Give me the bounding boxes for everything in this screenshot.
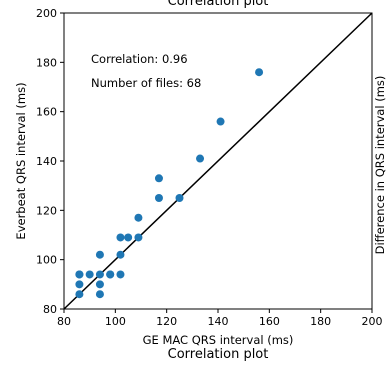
- data-point: [134, 233, 143, 242]
- x-tick-label: 120: [156, 315, 177, 328]
- data-point: [75, 280, 84, 289]
- data-point: [116, 270, 125, 279]
- chart-title: Correlation plot: [168, 347, 269, 362]
- data-point: [95, 280, 104, 289]
- chart-title-top: Correlation plot: [168, 0, 269, 9]
- right-panel-y-label: Difference in QRS interval (ms): [373, 76, 387, 255]
- data-point: [175, 194, 184, 202]
- x-tick-label: 200: [362, 315, 383, 328]
- data-point: [75, 290, 84, 299]
- data-point: [196, 154, 205, 163]
- data-point: [95, 290, 104, 299]
- data-point: [75, 270, 84, 279]
- y-axis-label: Everbeat QRS interval (ms): [14, 82, 28, 239]
- y-tick-label: 100: [36, 254, 57, 267]
- y-tick-label: 160: [36, 106, 57, 119]
- identity-line-layer: [63, 12, 373, 310]
- y-tick-label: 80: [43, 303, 57, 316]
- x-axis-ticks: 80 100 120 140 160 180 200: [57, 309, 383, 328]
- x-tick-label: 180: [310, 315, 331, 328]
- data-point: [124, 233, 133, 242]
- data-point: [116, 233, 125, 242]
- data-point: [154, 174, 163, 183]
- y-tick-label: 120: [36, 204, 57, 217]
- x-tick-label: 80: [57, 315, 71, 328]
- x-axis-label: GE MAC QRS interval (ms): [143, 333, 294, 347]
- y-tick-label: 180: [36, 56, 57, 69]
- correlation-annotation: Correlation: 0.96: [91, 52, 188, 66]
- data-point: [134, 213, 143, 222]
- y-tick-label: 140: [36, 155, 57, 168]
- x-tick-label: 100: [105, 315, 126, 328]
- data-point: [85, 270, 94, 279]
- data-point: [95, 270, 104, 279]
- num-files-annotation: Number of files: 68: [91, 76, 201, 90]
- data-points: [75, 68, 264, 299]
- data-point: [95, 250, 104, 259]
- data-point: [106, 270, 115, 279]
- data-point: [116, 250, 125, 259]
- y-axis-ticks: 80 100 120 140 160 180 200: [36, 7, 64, 316]
- data-point: [255, 68, 264, 77]
- x-tick-label: 160: [259, 315, 280, 328]
- y-tick-label: 200: [36, 7, 57, 20]
- data-point: [154, 194, 163, 202]
- identity-line: [63, 12, 373, 310]
- x-tick-label: 140: [208, 315, 229, 328]
- data-point: [216, 117, 225, 126]
